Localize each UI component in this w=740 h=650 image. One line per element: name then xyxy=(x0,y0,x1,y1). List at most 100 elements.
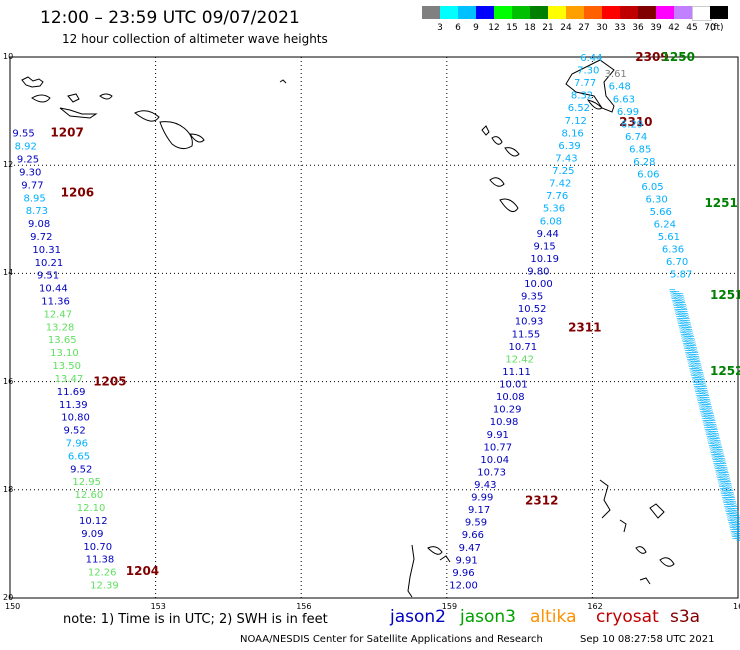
dense-swath-mark: ~ xyxy=(694,359,702,369)
pass-time-label: 2310 xyxy=(619,115,652,129)
legend-swatch xyxy=(422,6,440,19)
dense-swath-mark: ~ xyxy=(727,518,735,528)
dense-swath-mark: ~ xyxy=(718,454,726,464)
wave-height-value: 6.74 xyxy=(625,132,647,143)
dense-swath-mark: ~ xyxy=(690,372,698,382)
legend-tick-label: 70 xyxy=(704,23,716,33)
dense-swath-mark: ~ xyxy=(730,503,738,513)
wave-height-value: 5.36 xyxy=(543,204,565,215)
wave-height-value: 10.00 xyxy=(524,279,553,290)
dense-swath-mark: ~ xyxy=(734,531,740,541)
dense-swath-mark: ~ xyxy=(708,441,716,451)
dense-swath-mark: ~ xyxy=(698,374,706,384)
dense-swath-mark: ~ xyxy=(687,333,695,343)
dense-swath-mark: ~ xyxy=(712,445,720,455)
dense-swath-mark: ~ xyxy=(712,442,720,452)
legend-swatch xyxy=(656,6,674,19)
dense-swath-mark: ~ xyxy=(682,327,690,337)
wave-height-value: 10.70 xyxy=(83,542,112,553)
dense-swath-mark: ~ xyxy=(718,468,726,478)
legend-tick-label: 27 xyxy=(578,23,590,33)
dense-swath-mark: ~ xyxy=(691,373,699,383)
wave-height-value: 7.76 xyxy=(546,191,568,202)
dense-swath-mark: ~ xyxy=(736,526,740,536)
dense-swath-mark: ~ xyxy=(685,352,693,362)
wave-height-value: 12.00 xyxy=(449,580,478,591)
wave-height-value: 12.42 xyxy=(505,354,534,365)
dense-swath-mark: ~ xyxy=(725,481,733,491)
dense-swath-mark: ~ xyxy=(678,297,686,307)
dense-swath-mark: ~ xyxy=(693,354,701,364)
dense-swath-mark: ~ xyxy=(724,492,732,502)
dense-swath-mark: ~ xyxy=(707,411,715,421)
dense-swath-mark: ~ xyxy=(685,350,693,360)
dense-swath-mark: ~ xyxy=(723,486,731,496)
dense-swath-mark: ~ xyxy=(720,476,728,486)
dense-swath-mark: ~ xyxy=(710,449,718,459)
wave-height-value: 10.77 xyxy=(484,442,513,453)
wave-height-value: 12.47 xyxy=(43,309,72,320)
wave-height-value: 10.08 xyxy=(496,392,525,403)
dense-swath-mark: ~ xyxy=(687,359,695,369)
dense-swath-mark: ~ xyxy=(677,318,685,328)
dense-swath-mark: ~ xyxy=(684,347,692,357)
dense-swath-mark: ~ xyxy=(726,513,734,523)
dense-swath-mark: ~ xyxy=(678,325,686,335)
dense-swath-mark: ~ xyxy=(705,402,713,412)
dense-swath-mark: ~ xyxy=(698,388,706,398)
dense-swath-mark: ~ xyxy=(696,395,704,405)
wave-height-value: 6.70 xyxy=(666,257,688,268)
dense-swath-mark: ~ xyxy=(678,311,686,321)
dense-swath-mark: ~ xyxy=(724,504,732,514)
satellite-label-s3a: s3a xyxy=(670,607,701,627)
dense-swath-mark: ~ xyxy=(722,497,730,507)
dense-swath-mark: ~ xyxy=(719,484,727,494)
dense-swath-mark: ~ xyxy=(735,519,740,529)
dense-swath-mark: ~ xyxy=(700,409,708,419)
dense-swath-mark: ~ xyxy=(694,386,702,396)
wave-height-value: 11.69 xyxy=(57,387,86,398)
dense-swath-mark: ~ xyxy=(731,520,739,530)
dense-swath-mark: ~ xyxy=(734,515,740,525)
wave-height-value: 9.15 xyxy=(533,241,555,252)
generated-timestamp: Sep 10 08:27:58 UTC 2021 xyxy=(580,634,715,645)
wave-height-value: 9.99 xyxy=(471,493,493,504)
legend-swatch xyxy=(512,6,530,19)
dense-swath-mark: ~ xyxy=(699,393,707,403)
dense-swath-mark: ~ xyxy=(709,431,717,441)
dense-swath-mark: ~ xyxy=(722,499,730,509)
dense-swath-mark: ~ xyxy=(727,517,735,527)
dense-swath-mark: ~ xyxy=(680,316,688,326)
dense-swath-mark: ~ xyxy=(715,440,723,450)
dense-swath-mark: ~ xyxy=(701,385,709,395)
dense-swath-mark: ~ xyxy=(735,533,740,543)
dense-swath-mark: ~ xyxy=(709,447,717,457)
dense-swath-mark: ~ xyxy=(686,340,694,350)
dense-swath-mark: ~ xyxy=(737,528,740,538)
dense-swath-mark: ~ xyxy=(707,436,715,446)
dense-swath-mark: ~ xyxy=(684,332,692,342)
dense-swath-mark: ~ xyxy=(703,423,711,433)
dense-swath-mark: ~ xyxy=(713,435,721,445)
dense-swath-mark: ~ xyxy=(729,510,737,520)
wave-height-value: 7.12 xyxy=(565,116,587,127)
dense-swath-mark: ~ xyxy=(673,291,681,301)
longitude-label: 165 xyxy=(733,602,740,611)
dense-swath-mark: ~ xyxy=(687,345,695,355)
pass-time-label: 1251 xyxy=(704,196,737,210)
dense-swath-mark: ~ xyxy=(724,490,732,500)
dense-swath-mark: ~ xyxy=(711,438,719,448)
dense-swath-mark: ~ xyxy=(677,306,685,316)
dense-swath-mark: ~ xyxy=(709,419,717,429)
dense-swath-mark: ~ xyxy=(688,364,696,374)
dense-swath-mark: ~ xyxy=(697,386,705,396)
dense-swath-mark: ~ xyxy=(690,357,698,367)
wave-height-value: 11.55 xyxy=(512,329,541,340)
dense-swath-mark: ~ xyxy=(674,309,682,319)
wave-height-value: 7.42 xyxy=(549,179,571,190)
pass-time-label: 1204 xyxy=(126,564,159,578)
legend-swatch xyxy=(710,6,728,19)
dense-swath-mark: ~ xyxy=(678,323,686,333)
pass-time-label: 2312 xyxy=(525,494,558,508)
legend-tick-label: 15 xyxy=(506,23,518,33)
